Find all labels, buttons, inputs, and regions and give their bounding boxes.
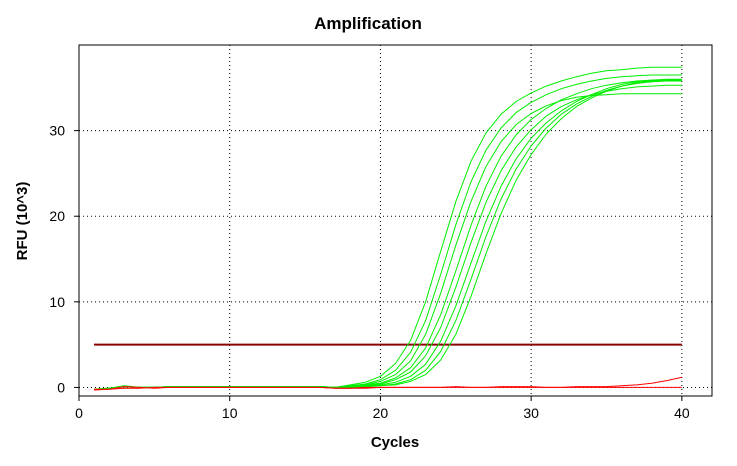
y-tick-label: 20 <box>49 208 65 224</box>
y-tick-label: 30 <box>49 123 65 139</box>
x-tick-label: 20 <box>373 405 389 421</box>
x-tick-label: 40 <box>674 405 690 421</box>
amplification-curve <box>94 84 682 390</box>
amplification-curve <box>94 74 682 390</box>
plot-frame <box>78 44 713 397</box>
x-tick-label: 10 <box>222 405 238 421</box>
amplification-curve <box>94 66 682 390</box>
x-tick-label: 0 <box>75 405 83 421</box>
gridlines <box>79 45 712 396</box>
x-tick-label: 30 <box>523 405 539 421</box>
y-tick-label: 0 <box>57 379 65 395</box>
y-axis-label: RFU (10^3) <box>14 182 31 261</box>
axis-ticks: 0 10 20 30 40 0 10 20 30 <box>49 123 689 421</box>
amplification-curve <box>94 80 682 390</box>
negative-curve <box>94 386 682 390</box>
chart-title: Amplification <box>314 14 422 33</box>
amplification-curve <box>94 78 682 390</box>
x-axis-label: Cycles <box>371 434 419 451</box>
amplification-curve <box>94 79 682 390</box>
amplification-curve <box>94 79 682 390</box>
plot-area <box>94 66 683 391</box>
y-tick-label: 10 <box>49 294 65 310</box>
